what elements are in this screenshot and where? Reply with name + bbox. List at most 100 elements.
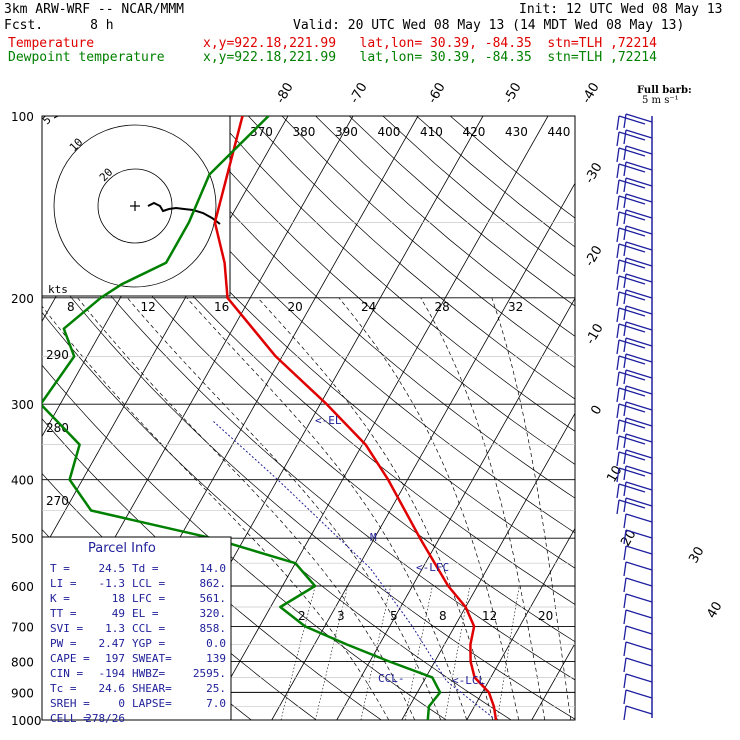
parcel-info-value: 14.0 [200,562,227,575]
mixing-ratio-label: 28 [435,300,450,314]
isotherm-label: -80 [273,80,297,106]
parcel-info-value: 1.3 [105,622,125,635]
parcel-info-label: CELL = [50,712,90,725]
hodograph-ring [97,168,173,244]
parcel-info-value: 862. [200,577,227,590]
wind-barb [625,433,653,443]
wind-barb [616,355,620,371]
wind-barb [616,211,620,227]
wind-barb [623,657,627,673]
wind-barb [623,497,627,513]
parcel-info-value: 320. [200,607,227,620]
wind-barb [625,529,653,539]
mixing-ratio-label: 12 [482,609,497,623]
parcel-info-value: 7.0 [206,697,226,710]
wind-barb [625,145,653,155]
dewpoint-location-line: x,y=922.18,221.99 lat,lon= 30.39, -84.35… [203,50,657,65]
wind-barb [623,433,627,449]
parcel-info-value: -1.3 [99,577,126,590]
isotherm-line [42,116,289,553]
wind-barb [623,145,627,161]
wind-barb [623,465,627,481]
pressure-label: 100 [11,110,34,124]
mixing-ratio-label: 32 [508,300,523,314]
wind-barb [616,115,620,131]
wind-barb [625,353,653,363]
parcel-info-label: T = [50,562,70,575]
parcel-info-value: 24.5 [99,562,126,575]
mixing-ratio-label: 20 [288,300,303,314]
wind-barb [623,401,627,417]
parcel-info-value: 561. [200,592,227,605]
wind-barb [623,321,627,337]
moist-adiabat-line [186,297,468,720]
wind-barb [623,305,627,321]
wind-barb [616,259,620,275]
wind-barb [618,371,646,381]
parcel-info-label: LI = [50,577,77,590]
parcel-info-label: LAPSE= [132,697,172,710]
wind-barb [618,131,646,141]
model-title: 3km ARW-WRF -- NCAR/MMM [4,2,185,17]
isotherm-label: 40 [704,599,725,621]
wind-barb [616,163,620,179]
mixing-ratio-label: 3 [337,609,345,623]
mixing-ratio-label: 24 [361,300,376,314]
wind-barb [623,209,627,225]
theta-label: 430 [505,125,528,139]
wind-barb [625,401,653,411]
dewpoint-trace [42,116,442,720]
wind-barb [623,449,627,465]
hodograph-units-label: kts [48,283,68,296]
wind-barb [618,435,646,445]
wind-barb [625,497,653,507]
wind-barb [618,227,646,237]
parcel-info-value: 197 [105,652,125,665]
wind-barb [625,561,653,571]
pressure-label: 800 [11,655,34,669]
wind-barb [623,705,627,721]
wind-barb [625,641,653,651]
parcel-info-value: 24.6 [99,682,126,695]
wind-barb [623,385,627,401]
parcel-info-label: CCL = [132,622,165,635]
wind-barb [623,577,627,593]
wind-barb [618,243,646,253]
wind-barb [618,483,646,493]
wind-barb [623,193,627,209]
wind-barb [625,609,653,619]
moist-adiabat-line [338,297,520,720]
wind-barb [625,225,653,235]
wind-barb [625,257,653,267]
wind-barb [625,673,653,683]
init-time: Init: 12 UTC Wed 08 May 13 [519,2,723,17]
wind-barb [623,289,627,305]
pressure-label: 500 [11,532,34,546]
wind-barb [616,339,620,355]
wind-barb [623,545,627,561]
lfc-annotation: <-LFC [416,561,449,574]
mixing-ratio-label: 16 [214,300,229,314]
isotherm-line [597,116,740,720]
isotherm-label: -70 [347,80,371,106]
wind-barb [625,449,653,459]
wind-barb [623,417,627,433]
isotherm-line [271,182,575,720]
wind-barb [616,483,620,499]
wind-barb [618,115,646,125]
wind-barb [616,467,620,483]
wind-barb [618,211,646,221]
wind-barb [623,369,627,385]
isotherm-line [206,116,549,720]
wind-barb [623,257,627,273]
wind-barb [616,275,620,291]
wind-barb [618,163,646,173]
wind-barb [618,259,646,269]
parcel-info-label: YGP = [132,637,165,650]
parcel-info-label: TT = [50,607,77,620]
wind-barb [623,481,627,497]
parcel-info-value: 139 [206,652,226,665]
wind-barb [625,465,653,475]
mixing-ratio-line [497,585,520,720]
wind-barb [618,339,646,349]
